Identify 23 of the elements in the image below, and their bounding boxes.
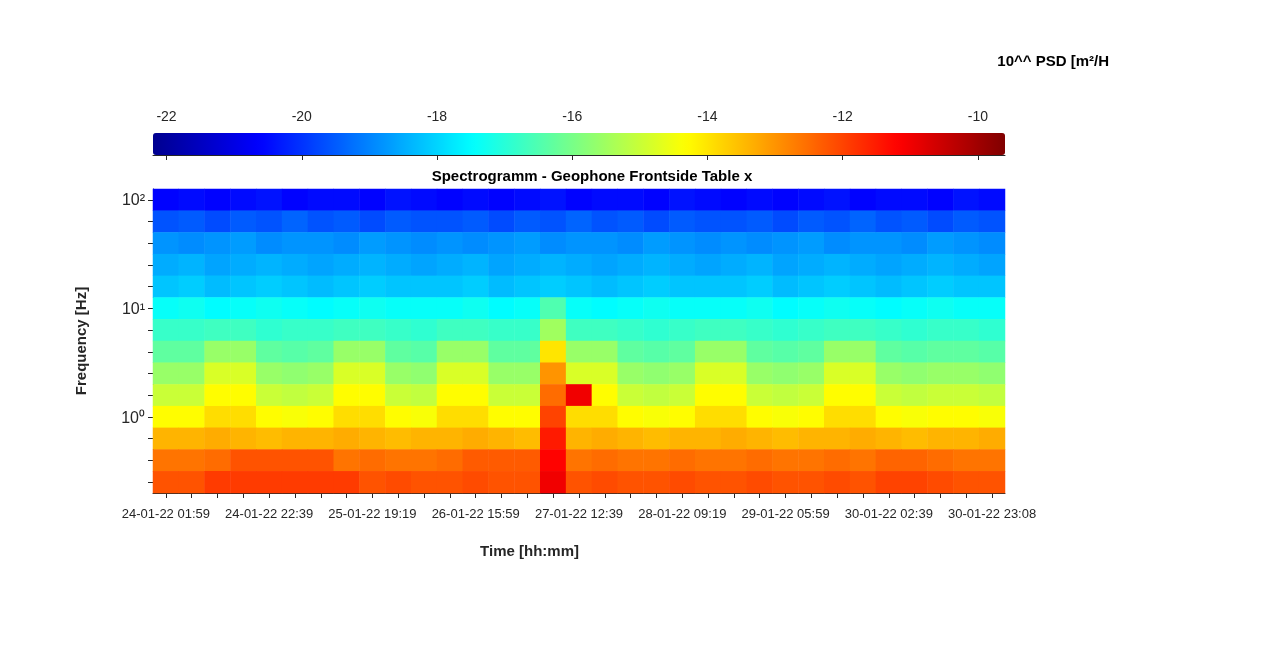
x-tick-label: 27-01-22 12:39	[534, 506, 624, 521]
x-axis-title: Time [hh:mm]	[480, 542, 579, 559]
color-bar-label: -16	[562, 108, 583, 124]
y-tick-label: 10⁰	[121, 408, 145, 426]
x-tick-label: 30-01-22 23:08	[948, 506, 1037, 521]
y-axis-title: Frequency [Hz]	[72, 286, 89, 396]
color-bar-label: -14	[697, 108, 718, 124]
color-bar-title: 10^^ PSD [m²/H	[997, 52, 1110, 69]
x-tick-label: 29-01-22 05:59	[741, 506, 830, 521]
color-bar-label: -22	[156, 108, 177, 124]
x-tick-label: 28-01-22 09:19	[638, 506, 727, 521]
color-bar-label: -10	[967, 108, 989, 124]
color-bar-label: -18	[426, 108, 448, 124]
color-bar-label: -20	[291, 108, 313, 124]
y-tick-label: 10¹	[121, 299, 145, 317]
x-tick-label: 26-01-22 15:59	[431, 506, 520, 521]
chart-title: Spectrogramm - Geophone Frontside Table x	[431, 167, 753, 184]
x-tick-label: 24-01-22 01:59	[121, 506, 210, 521]
color-bar-label: -12	[832, 108, 854, 124]
x-tick-label: 25-01-22 19:19	[328, 506, 417, 521]
x-tick-label: 30-01-22 02:39	[844, 506, 933, 521]
x-tick-label: 24-01-22 22:39	[225, 506, 314, 521]
y-tick-label: 10²	[121, 191, 146, 209]
